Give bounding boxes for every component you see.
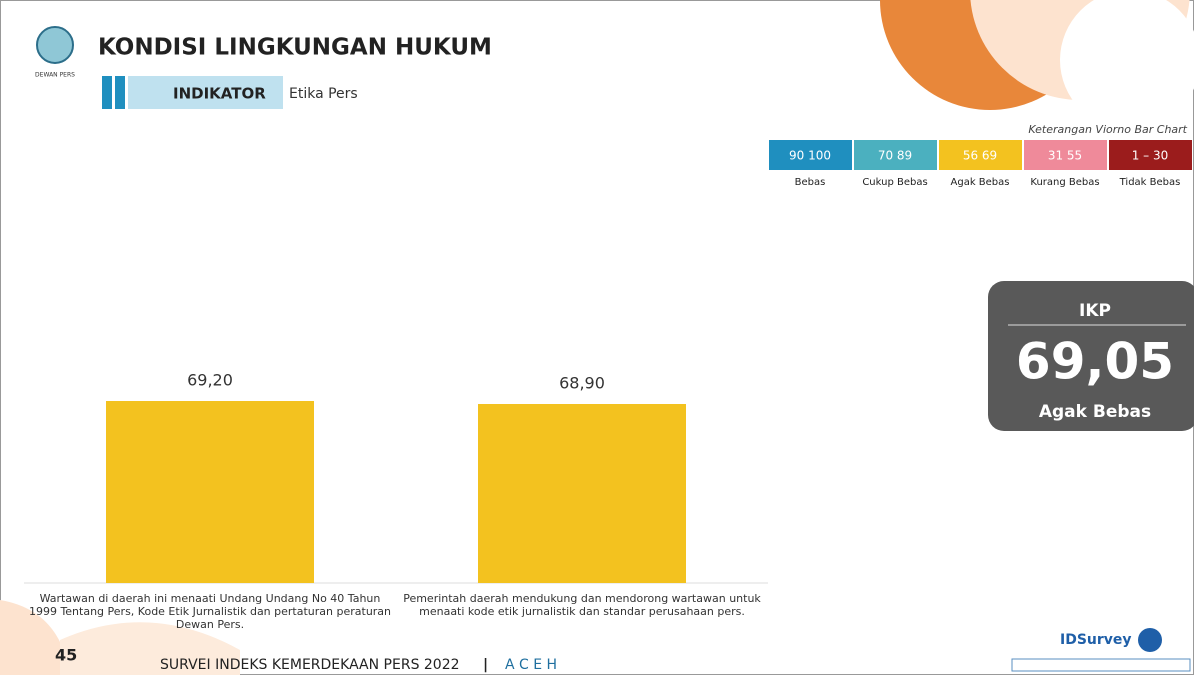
bar	[106, 401, 314, 583]
ikp-box	[988, 281, 1194, 431]
legend-range: 31 55	[1048, 149, 1082, 163]
decor	[0, 600, 70, 675]
footer-survey: SURVEI INDEKS KEMERDEKAAN PERS 2022	[160, 657, 460, 673]
ikp-value: 69,05	[1016, 333, 1174, 391]
brand: IDSurvey	[1060, 632, 1132, 648]
legend-swatch	[939, 140, 1022, 170]
decor	[60, 622, 240, 675]
legend-title: Keterangan Viorno Bar Chart	[1028, 123, 1187, 136]
legend-range: 90 100	[789, 149, 831, 163]
ikp-category: Agak Bebas	[1039, 402, 1151, 422]
legend-label: Kurang Bebas	[1030, 177, 1099, 188]
value-label: 69,20	[187, 371, 233, 390]
indicator: Etika Pers	[289, 86, 358, 102]
brand-logo	[1138, 628, 1162, 652]
logo	[36, 26, 74, 64]
legend-range: 56 69	[963, 149, 997, 163]
ikp-title: IKP	[1079, 301, 1111, 321]
category-label: Wartawan di daerah ini menaati Undang Un…	[28, 592, 392, 631]
legend-label: Bebas	[795, 177, 826, 188]
legend-swatch	[854, 140, 937, 170]
legend-range: 1 – 30	[1132, 149, 1169, 163]
legend-swatch	[769, 140, 852, 170]
legend-label: Cukup Bebas	[862, 177, 927, 188]
legend-label: Agak Bebas	[951, 177, 1010, 188]
value-label: 68,90	[559, 374, 605, 393]
indicator-label: INDIKATOR	[173, 85, 266, 103]
category-label: Pemerintah daerah mendukung dan mendoron…	[403, 592, 761, 618]
legend-label: Tidak Bebas	[1119, 177, 1181, 188]
page-number: 45	[55, 646, 77, 665]
indicator-box	[128, 76, 283, 109]
bar	[478, 404, 686, 583]
decor	[115, 76, 125, 109]
footer-separator: |	[483, 657, 488, 673]
decor	[102, 76, 112, 109]
legend-range: 70 89	[878, 149, 912, 163]
legend-swatch	[1024, 140, 1107, 170]
brand-tag	[1011, 658, 1191, 672]
title: KONDISI LINGKUNGAN HUKUM	[98, 35, 492, 61]
logo-text: DEWAN PERS	[35, 72, 75, 79]
legend-swatch	[1109, 140, 1192, 170]
footer-region: A C E H	[505, 657, 557, 673]
decor	[1060, 0, 1194, 130]
